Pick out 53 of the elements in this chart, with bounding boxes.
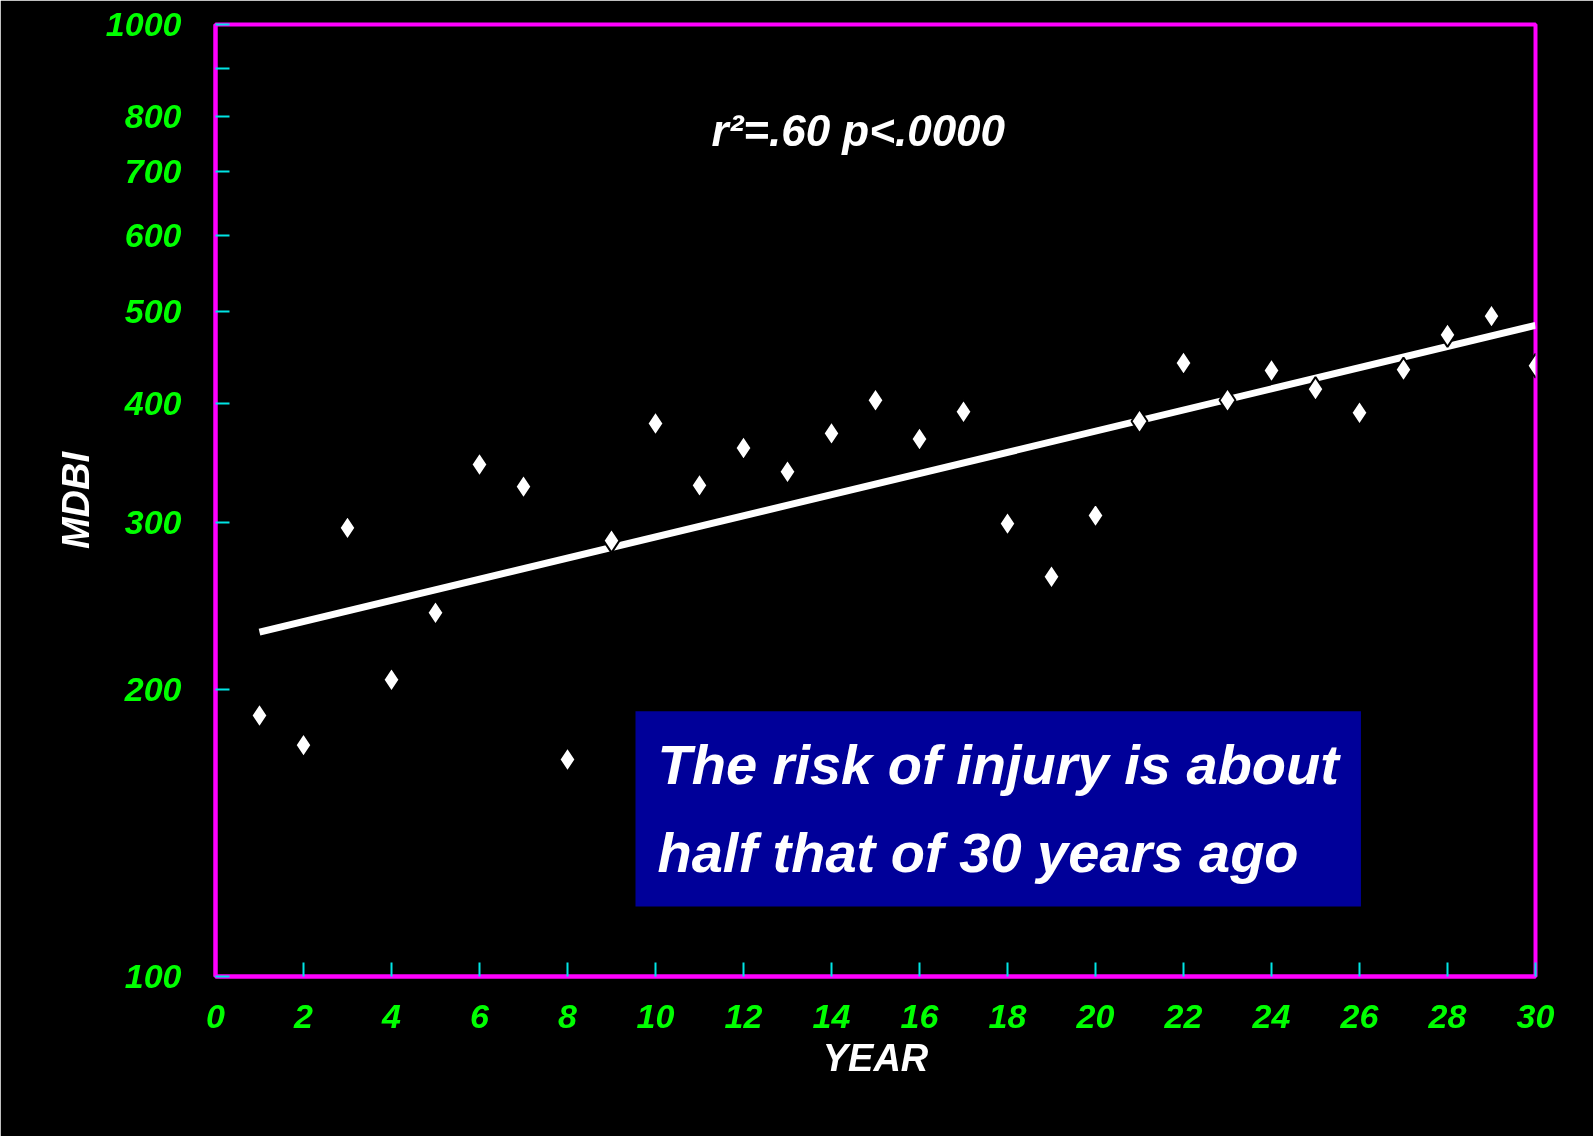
point: [514, 473, 533, 500]
x-tick-label: 6: [470, 996, 491, 1035]
y-tick-label: 500: [124, 291, 182, 330]
y-tick-label: 200: [123, 670, 182, 709]
x-tick-label: 22: [1163, 996, 1203, 1035]
point: [998, 510, 1017, 537]
annotation: The risk of injury is about half that of 30 years ago: [657, 733, 1342, 885]
y-tick-label: 600: [124, 216, 182, 255]
point: [1394, 356, 1413, 383]
x-axis-title: YEAR: [822, 1036, 929, 1079]
x-tick-label: 18: [988, 996, 1027, 1035]
x-tick-label: 28: [1427, 996, 1467, 1035]
x-tick-label: 16: [900, 996, 940, 1035]
point: [954, 398, 973, 425]
x-tick-label: 30: [1516, 996, 1555, 1035]
y-tick-label: 700: [124, 152, 182, 191]
point: [558, 746, 577, 773]
x-tick-label: 12: [724, 996, 763, 1035]
x-tick-label: 2: [293, 996, 314, 1035]
point: [866, 387, 885, 414]
point: [470, 451, 489, 478]
point: [294, 732, 313, 759]
point: [1218, 387, 1237, 414]
y-tick-label: 1000: [105, 5, 182, 43]
point: [646, 410, 665, 437]
y-tick-label: 100: [124, 957, 182, 995]
point: [1174, 349, 1193, 376]
x-tick-label: 26: [1339, 996, 1380, 1035]
y-tick-label: 400: [123, 383, 182, 422]
point: [1130, 408, 1149, 435]
x-tick-label: 8: [558, 996, 578, 1035]
point: [1438, 321, 1457, 348]
point: [1350, 399, 1369, 426]
point: [250, 702, 269, 729]
y-axis-title: MDBI: [54, 450, 97, 550]
point: [1042, 563, 1061, 590]
x-tick-label: 0: [206, 996, 226, 1035]
y-tick-label: 800: [124, 97, 182, 136]
x-tick-label: 14: [812, 996, 851, 1035]
point: [910, 425, 929, 452]
point: [426, 599, 445, 626]
annotation: r²=.60 p<.0000: [711, 106, 1006, 155]
x-tick-label: 20: [1075, 996, 1115, 1035]
point: [382, 666, 401, 693]
x-tick-label: 4: [381, 996, 402, 1035]
point: [690, 472, 709, 499]
point: [822, 420, 841, 447]
x-tick-label: 10: [636, 996, 675, 1035]
y-tick-label: 300: [124, 502, 182, 541]
point: [602, 527, 621, 554]
point: [778, 458, 797, 485]
x-tick-label: 24: [1251, 996, 1291, 1035]
point: [1262, 357, 1281, 384]
